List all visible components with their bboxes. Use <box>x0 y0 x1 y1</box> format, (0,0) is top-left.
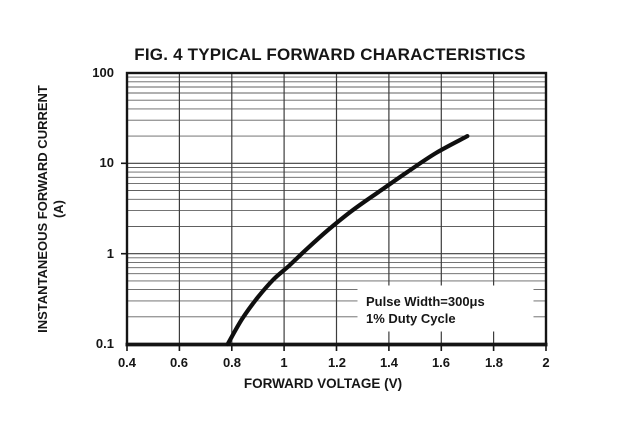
chart-title: FIG. 4 TYPICAL FORWARD CHARACTERISTICS <box>134 45 526 64</box>
x-tick-label: 1.8 <box>484 355 504 370</box>
y-axis-unit: (A) <box>51 199 66 219</box>
annotation-line-2: 1% Duty Cycle <box>366 311 456 326</box>
y-axis-title: INSTANTANEOUS FORWARD CURRENT (A) <box>35 69 67 349</box>
x-tick-label: 0.4 <box>117 355 137 370</box>
x-tick-label: 1.6 <box>431 355 451 370</box>
y-tick-label: 0.1 <box>95 336 114 351</box>
x-axis-title: FORWARD VOLTAGE (V) <box>243 376 403 391</box>
annotation-box: Pulse Width=300μs 1% Duty Cycle <box>366 293 485 327</box>
x-tick-label: 1.2 <box>327 355 347 370</box>
y-tick-label: 100 <box>92 65 114 80</box>
forward-characteristic-curve <box>225 134 470 347</box>
x-tick-label: 0.6 <box>169 355 189 370</box>
x-tick-label: 2 <box>542 355 550 370</box>
y-tick-label: 10 <box>99 155 114 170</box>
y-tick-label: 1 <box>106 246 114 261</box>
x-tick-label: 1 <box>280 355 288 370</box>
y-axis-title-text: INSTANTANEOUS FORWARD CURRENT <box>35 85 50 333</box>
annotation-backing <box>357 285 534 332</box>
annotation-line-1: Pulse Width=300μs <box>366 294 485 309</box>
x-tick-label: 1.4 <box>379 355 399 370</box>
x-tick-label: 0.8 <box>222 355 242 370</box>
